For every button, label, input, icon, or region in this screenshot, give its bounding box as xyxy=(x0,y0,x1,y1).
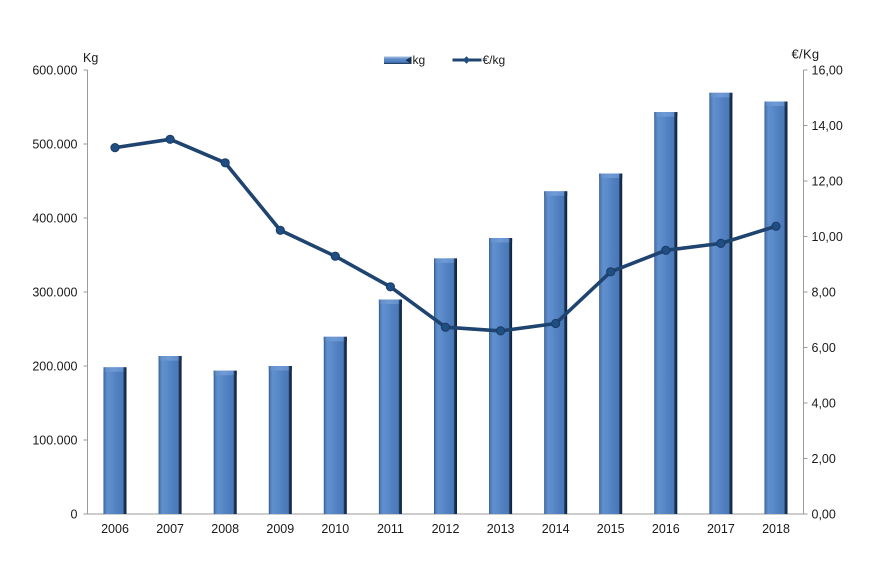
svg-text:2013: 2013 xyxy=(487,522,515,536)
svg-text:8,00: 8,00 xyxy=(812,286,836,300)
svg-text:2016: 2016 xyxy=(652,522,680,536)
svg-text:200.000: 200.000 xyxy=(32,360,77,374)
svg-text:10,00: 10,00 xyxy=(812,230,843,244)
svg-text:2011: 2011 xyxy=(377,522,404,536)
svg-text:2007: 2007 xyxy=(156,522,184,536)
svg-text:0,00: 0,00 xyxy=(812,508,836,522)
svg-text:0: 0 xyxy=(71,508,78,522)
svg-text:300.000: 300.000 xyxy=(32,286,77,300)
svg-text:12,00: 12,00 xyxy=(812,175,843,189)
svg-text:2009: 2009 xyxy=(266,522,294,536)
svg-text:2008: 2008 xyxy=(211,522,239,536)
svg-text:Kg: Kg xyxy=(83,51,98,65)
svg-text:6,00: 6,00 xyxy=(812,341,836,355)
svg-text:600.000: 600.000 xyxy=(32,64,77,78)
svg-text:16,00: 16,00 xyxy=(812,64,843,78)
svg-text:400.000: 400.000 xyxy=(32,212,77,226)
svg-text:100.000: 100.000 xyxy=(32,434,77,448)
svg-text:2017: 2017 xyxy=(707,522,735,536)
svg-text:kg: kg xyxy=(413,53,426,67)
svg-text:2015: 2015 xyxy=(597,522,625,536)
svg-text:2010: 2010 xyxy=(321,522,349,536)
svg-text:2,00: 2,00 xyxy=(812,452,836,466)
svg-text:500.000: 500.000 xyxy=(32,138,77,152)
svg-text:2006: 2006 xyxy=(101,522,129,536)
svg-text:2012: 2012 xyxy=(432,522,460,536)
svg-text:€/Kg: €/Kg xyxy=(792,47,820,62)
svg-text:2014: 2014 xyxy=(542,522,570,536)
svg-text:€/kg: €/kg xyxy=(483,53,506,67)
svg-text:14,00: 14,00 xyxy=(812,119,843,133)
svg-text:4,00: 4,00 xyxy=(812,397,836,411)
svg-text:2018: 2018 xyxy=(762,522,790,536)
